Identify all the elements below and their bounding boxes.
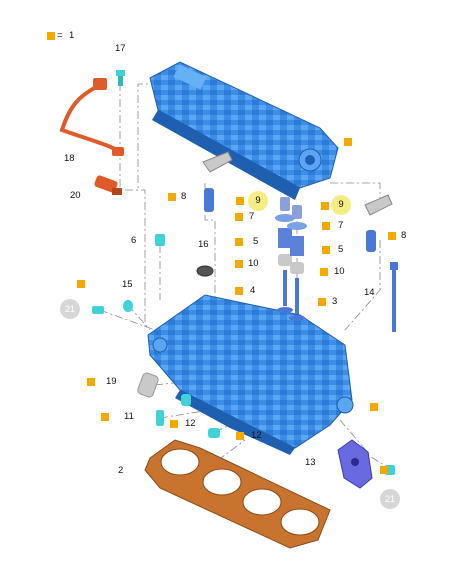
callout-6: 6 xyxy=(131,235,137,246)
callout-4: 4 xyxy=(250,285,256,296)
head-gasket xyxy=(144,439,331,549)
cylinder-head xyxy=(147,294,354,455)
marker-4 xyxy=(235,287,243,295)
marker-10-left xyxy=(235,260,243,268)
plug-12-lower xyxy=(208,428,220,438)
marker-10-right xyxy=(320,268,328,276)
callout-13: 13 xyxy=(305,457,316,468)
marker-7-left xyxy=(235,213,243,221)
rocker-bracket-left xyxy=(202,151,233,212)
seal-16 xyxy=(196,265,214,277)
plug-12-upper xyxy=(181,394,191,406)
marker-8-right xyxy=(388,232,396,240)
callout-15: 15 xyxy=(122,279,133,290)
callout-17: 17 xyxy=(115,43,126,54)
callout-7-right: 7 xyxy=(338,220,344,231)
stud-14 xyxy=(390,262,398,332)
marker-9-right xyxy=(321,202,329,210)
marker-15 xyxy=(77,280,85,288)
sensor-20 xyxy=(94,175,122,195)
callout-10-right: 10 xyxy=(334,266,345,277)
callout-7-left: 7 xyxy=(249,211,255,222)
callout-5-left: 5 xyxy=(253,236,259,247)
marker-5-left xyxy=(235,238,243,246)
callout-20: 20 xyxy=(70,190,81,201)
marker-12-lower xyxy=(236,432,244,440)
callout-9-left: 9 xyxy=(248,191,268,211)
callout-2: 2 xyxy=(118,465,124,476)
sensor-harness xyxy=(59,78,124,156)
part-11 xyxy=(156,410,164,426)
legend-value: 1 xyxy=(69,30,75,41)
marker-7-right xyxy=(322,222,330,230)
part-19 xyxy=(137,372,159,398)
callout-12-upper: 12 xyxy=(185,418,196,429)
marker-5-right xyxy=(322,246,330,254)
marker-8-left xyxy=(168,193,176,201)
callout-11: 11 xyxy=(124,411,134,422)
marker-12-upper xyxy=(170,420,178,428)
marker-head xyxy=(370,403,378,411)
rocker-bracket-right xyxy=(364,194,393,252)
valve-stack-right xyxy=(287,205,307,321)
marker-cover xyxy=(344,138,352,146)
bolt-17 xyxy=(116,70,125,86)
callout-19: 19 xyxy=(106,376,117,387)
callout-9-right: 9 xyxy=(331,195,351,215)
dowel-6 xyxy=(155,234,165,246)
valve-stack-left xyxy=(275,197,295,313)
callout-18: 18 xyxy=(64,153,75,164)
fitting-21-left xyxy=(92,306,104,314)
legend-marker xyxy=(47,32,55,40)
callout-8-right: 8 xyxy=(401,230,407,241)
bracket-13 xyxy=(337,439,373,489)
callout-14: 14 xyxy=(364,287,375,298)
callout-12-lower: 12 xyxy=(251,430,262,441)
callout-16: 16 xyxy=(198,239,209,250)
callout-8-left: 8 xyxy=(181,191,187,202)
marker-19 xyxy=(87,378,95,386)
marker-3 xyxy=(318,298,326,306)
legend-equals: = xyxy=(57,30,63,41)
marker-11 xyxy=(101,413,109,421)
plug-15 xyxy=(123,300,133,312)
callout-3: 3 xyxy=(332,296,338,307)
callout-21-left: 21 xyxy=(60,299,80,319)
callout-5-right: 5 xyxy=(338,244,344,255)
cylinder-head-cover xyxy=(149,61,339,200)
marker-9-left xyxy=(236,197,244,205)
callout-21-right: 21 xyxy=(380,489,400,509)
callout-10-left: 10 xyxy=(248,258,259,269)
marker-13 xyxy=(380,466,388,474)
